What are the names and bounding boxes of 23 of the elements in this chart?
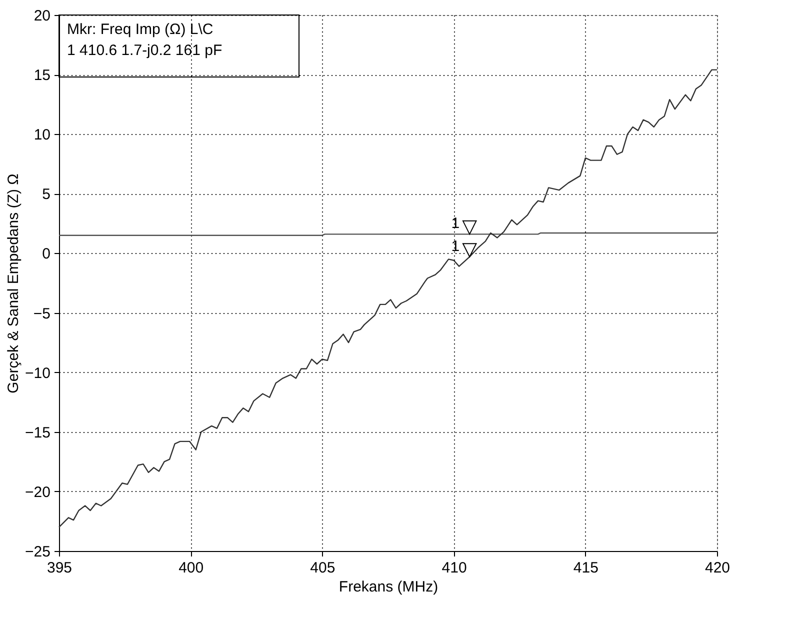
y-tick-label: 20 <box>34 8 50 24</box>
x-tick-label: 405 <box>310 560 336 576</box>
annotation: 1 410.6 1.7-j0.2 161 pF <box>67 42 222 59</box>
annotation: Mkr: Freq Imp (Ω) L\C <box>67 21 214 38</box>
line-series <box>58 69 718 528</box>
x-tick-label: 395 <box>46 560 72 576</box>
x-tick-label: 400 <box>178 560 204 576</box>
annotation: 1 <box>451 238 460 255</box>
y-tick-label: 10 <box>34 126 50 144</box>
y-tick-label: −10 <box>25 364 50 382</box>
y-tick-label: −5 <box>33 305 50 322</box>
y-tick-label: −25 <box>25 544 50 560</box>
annotation: 1 <box>451 215 460 232</box>
x-axis-title: Frekans (MHz) <box>338 578 438 596</box>
y-tick-label: −20 <box>25 484 50 501</box>
y-tick-label: 15 <box>34 67 50 84</box>
x-tick-label: 415 <box>573 560 598 576</box>
y-tick-label: 0 <box>42 246 50 263</box>
x-tick-label: 410 <box>442 560 467 576</box>
y-axis-title: Gerçek & Sanal Empedans (Z) Ω <box>5 174 22 394</box>
y-tick-label: −15 <box>25 424 50 442</box>
x-tick-label: 420 <box>704 560 730 576</box>
y-tick-label: 5 <box>42 186 50 204</box>
